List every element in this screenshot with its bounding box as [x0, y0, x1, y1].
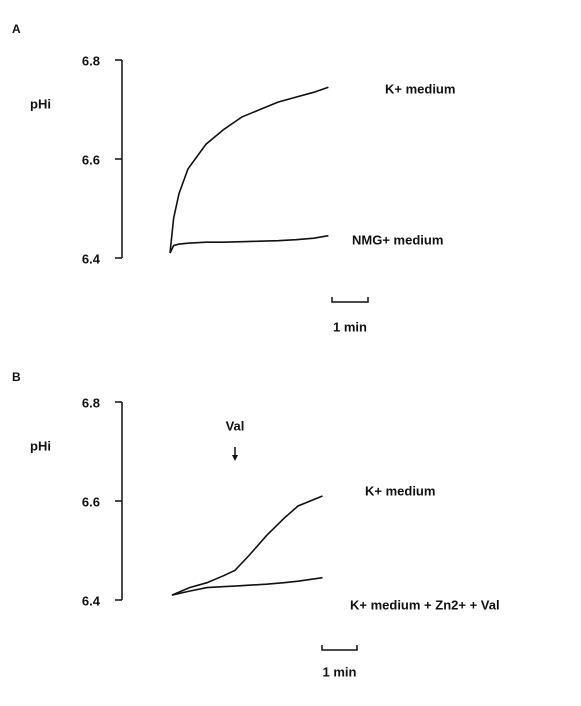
- series-label: K+ medium + Zn2+ + Val: [350, 597, 500, 612]
- data-line: [171, 576, 323, 596]
- y-axis-label: pHi: [30, 96, 51, 111]
- series-label: K+ medium: [365, 483, 435, 498]
- series-label: K+ medium: [385, 81, 455, 96]
- y-tick-label: 6.6: [82, 152, 100, 167]
- panel-label: A: [12, 22, 21, 36]
- y-tick-label: 6.4: [82, 251, 101, 266]
- scale-bar: [321, 645, 358, 651]
- scale-bar: [331, 297, 369, 303]
- series-label: NMG+ medium: [352, 232, 443, 247]
- data-line: [169, 86, 329, 254]
- y-tick-label: 6.6: [82, 494, 100, 509]
- y-tick-label: 6.4: [82, 593, 101, 608]
- scale-bar-label: 1 min: [333, 319, 367, 334]
- data-line: [169, 234, 329, 254]
- annotation: Val: [226, 418, 245, 433]
- arrow-head: [232, 455, 238, 461]
- y-tick-label: 6.8: [82, 53, 100, 68]
- data-line: [171, 495, 323, 596]
- scale-bar-label: 1 min: [323, 664, 357, 679]
- y-tick-label: 6.8: [82, 395, 100, 410]
- y-axis-label: pHi: [30, 438, 51, 453]
- panel-label: B: [12, 370, 21, 384]
